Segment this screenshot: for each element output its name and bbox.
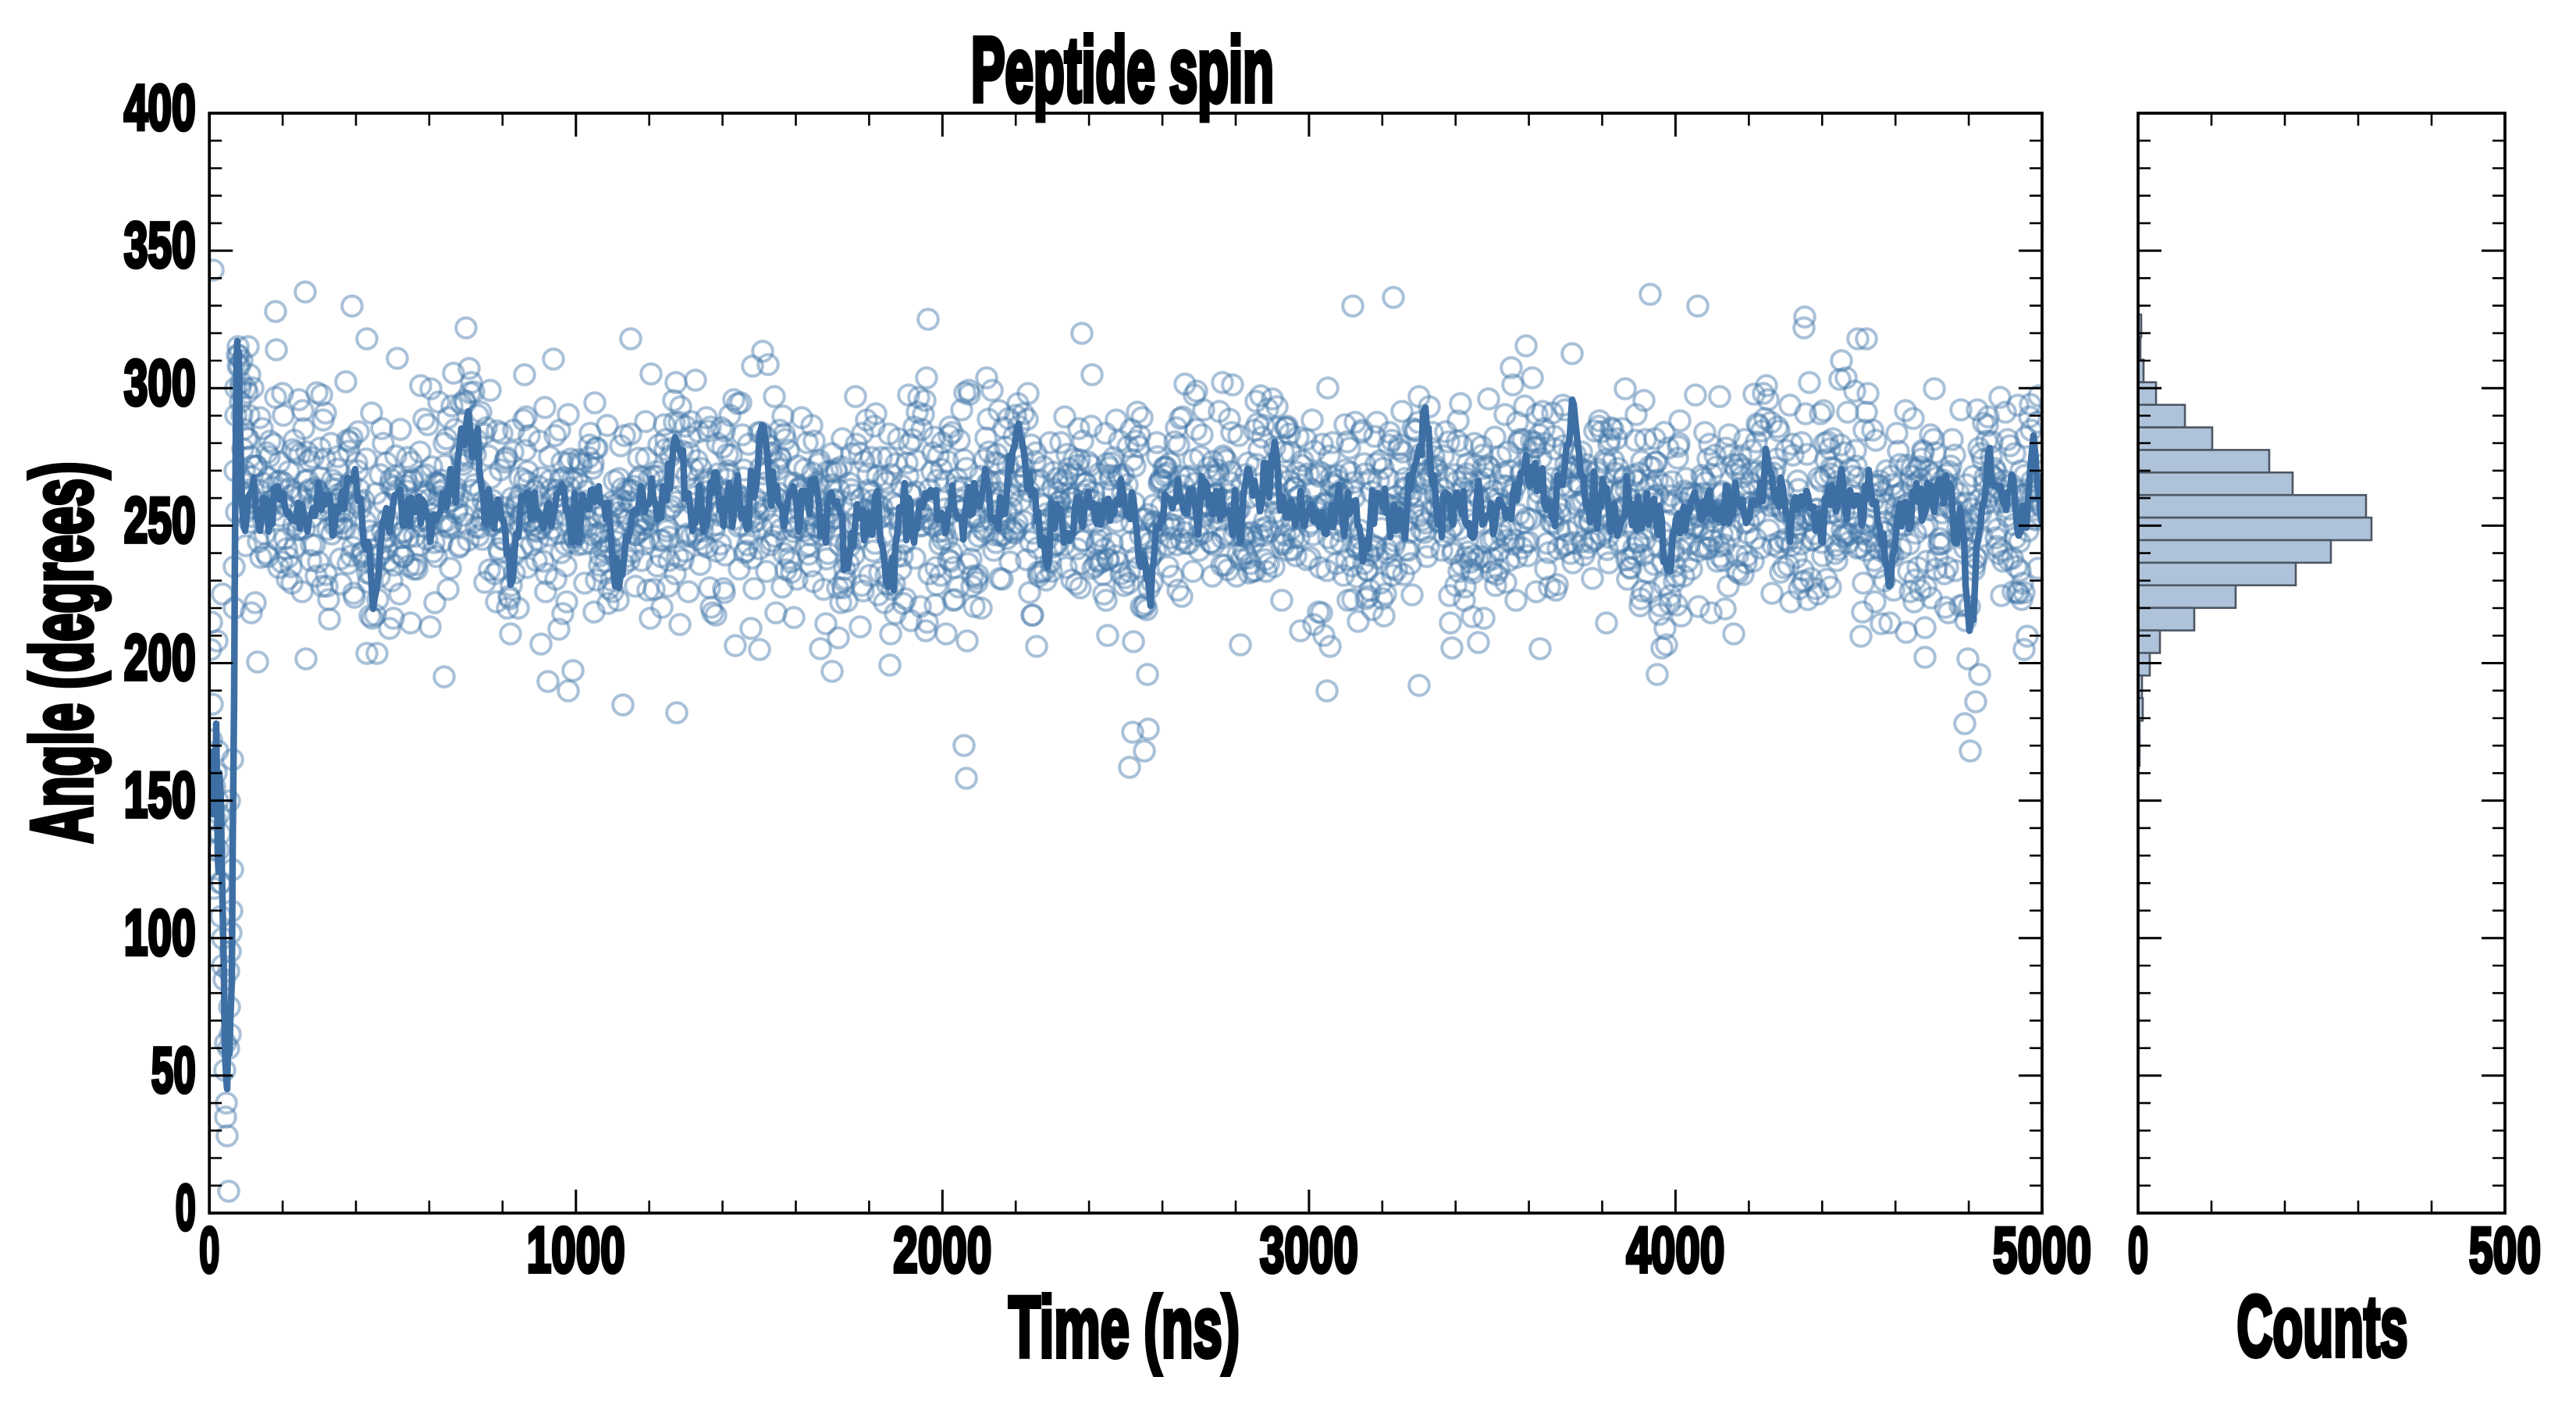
svg-text:0: 0 [199,1214,219,1286]
svg-text:0: 0 [176,1171,196,1244]
svg-text:500: 500 [2469,1214,2541,1286]
svg-text:150: 150 [124,759,196,831]
svg-text:Angle (degrees): Angle (degrees) [14,462,110,844]
svg-text:4000: 4000 [1626,1214,1724,1286]
svg-text:3000: 3000 [1260,1214,1358,1286]
svg-text:350: 350 [124,208,196,281]
svg-text:Counts: Counts [2237,1279,2408,1375]
svg-text:Peptide spin: Peptide spin [971,19,1274,121]
svg-text:5000: 5000 [1993,1214,2091,1286]
svg-text:200: 200 [124,621,196,694]
svg-text:100: 100 [124,896,196,969]
svg-text:2000: 2000 [893,1214,991,1286]
svg-text:50: 50 [151,1034,196,1106]
svg-text:Time (ns): Time (ns) [1009,1279,1240,1375]
svg-text:250: 250 [124,484,196,557]
svg-text:0: 0 [2128,1214,2148,1286]
svg-text:400: 400 [124,71,196,144]
svg-text:300: 300 [124,346,196,418]
svg-text:1000: 1000 [527,1214,625,1286]
